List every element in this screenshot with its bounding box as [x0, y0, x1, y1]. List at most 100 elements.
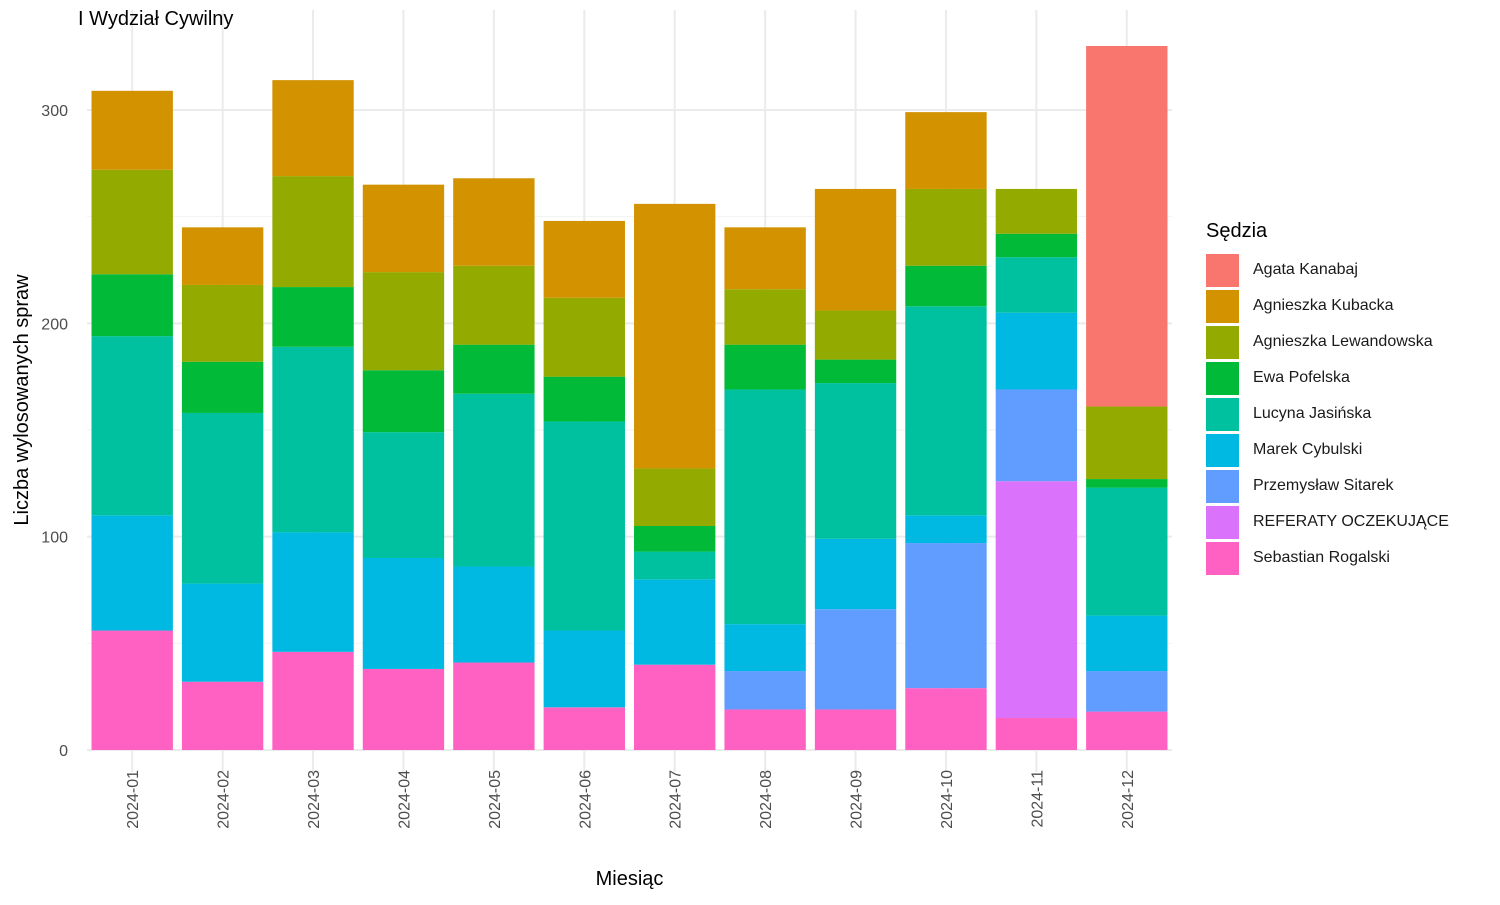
legend-label: Przemysław Sitarek [1253, 477, 1394, 494]
bar-segment [181, 361, 264, 413]
bar-segment [724, 624, 806, 672]
bar-segment [724, 389, 806, 625]
bar-segment [724, 344, 806, 390]
bar-segment [814, 709, 897, 750]
bar-segment [814, 310, 897, 360]
bar-segment [1086, 671, 1168, 712]
legend-item: Agata Kanabaj [1206, 252, 1449, 288]
bar-segment [905, 543, 987, 689]
bar-segment [1086, 615, 1168, 672]
bar-segment [543, 220, 625, 298]
legend-label: Agnieszka Kubacka [1253, 297, 1394, 314]
bar-segment [362, 370, 445, 433]
y-tick-label: 300 [41, 103, 68, 120]
bar-segment [272, 176, 354, 288]
bar-segment [814, 383, 897, 539]
bar-segment [1086, 46, 1168, 407]
bar-segment [1086, 406, 1168, 480]
legend: Sędzia Agata Kanabaj Agnieszka Kubacka Agn… [1206, 218, 1449, 576]
x-axis-title: Miesiąc [596, 868, 664, 890]
bar-segment [995, 389, 1078, 482]
legend-key [1206, 505, 1239, 539]
bar-segment [181, 412, 264, 584]
legend-key [1206, 433, 1239, 467]
bar-segment [362, 668, 445, 750]
bar-segment [905, 188, 987, 266]
legend-key [1206, 253, 1239, 287]
x-tick-label: 2024-05 [487, 770, 504, 829]
bar-segment [362, 184, 445, 273]
bar-segment [91, 515, 173, 631]
bar-segment [814, 538, 897, 610]
x-tick-label: 2024-04 [396, 770, 413, 829]
bar-segment [362, 558, 445, 669]
x-tick-label: 2024-08 [758, 770, 775, 829]
legend-items: Agata Kanabaj Agnieszka Kubacka Agnieszka … [1206, 252, 1449, 576]
bar-segment [272, 287, 354, 347]
legend-label: Agnieszka Lewandowska [1253, 333, 1433, 350]
bar-segment [1086, 711, 1168, 750]
x-tick-label: 2024-11 [1029, 770, 1046, 828]
legend-item: Agnieszka Kubacka [1206, 288, 1449, 324]
bar-segment [91, 630, 173, 750]
x-tick-label: 2024-02 [216, 770, 233, 829]
bar-segment [91, 169, 173, 275]
bar-segment [453, 344, 535, 394]
bar-segment [272, 80, 354, 177]
bar-segment [272, 651, 354, 750]
legend-item: REFERATY OCZEKUJĄCE [1206, 504, 1449, 540]
bar-segment [453, 393, 535, 567]
bar-segment [453, 566, 535, 663]
x-tick-label: 2024-09 [849, 770, 866, 829]
bar-segment [543, 376, 625, 422]
legend-label: Marek Cybulski [1253, 441, 1363, 458]
bar-segment [634, 664, 716, 750]
bar-segment [995, 188, 1078, 234]
bar-segment [905, 265, 987, 307]
bar-segment [995, 718, 1078, 750]
bar-segment [905, 688, 987, 750]
legend-key [1206, 325, 1239, 359]
bar-segment [543, 707, 625, 750]
legend-key [1206, 541, 1239, 575]
bar-segment [181, 583, 264, 682]
legend-label: REFERATY OCZEKUJĄCE [1253, 513, 1449, 530]
bar-segment [905, 112, 987, 189]
legend-item: Marek Cybulski [1206, 432, 1449, 468]
x-tick-label: 2024-06 [577, 770, 594, 829]
bar-segment [724, 227, 806, 290]
legend-key [1206, 289, 1239, 323]
bar-segment [543, 297, 625, 377]
x-tick-label: 2024-01 [125, 770, 142, 829]
bar-segment [272, 346, 354, 533]
bar-segment [91, 274, 173, 337]
y-tick-label: 200 [41, 316, 68, 333]
legend-item: Agnieszka Lewandowska [1206, 324, 1449, 360]
legend-label: Sebastian Rogalski [1253, 549, 1390, 566]
bar-segment [634, 579, 716, 665]
legend-item: Ewa Pofelska [1206, 360, 1449, 396]
legend-key [1206, 397, 1239, 431]
legend-label: Lucyna Jasińska [1253, 405, 1372, 422]
bar-segment [91, 336, 173, 516]
x-tick-label: 2024-07 [668, 770, 685, 829]
legend-key [1206, 361, 1239, 395]
bar-segment [995, 257, 1078, 313]
legend-item: Sebastian Rogalski [1206, 540, 1449, 576]
legend-label: Ewa Pofelska [1253, 369, 1350, 386]
bar-segment [543, 630, 625, 708]
bar-segment [181, 681, 264, 750]
legend-label: Agata Kanabaj [1253, 261, 1358, 278]
bar-segment [724, 671, 806, 710]
x-tick-label: 2024-10 [939, 770, 956, 829]
bar-segment [634, 203, 716, 469]
y-axis-title: Liczba wylosowanych spraw [11, 274, 33, 526]
bar-segment [453, 265, 535, 345]
bar-segment [453, 178, 535, 266]
bar-segment [272, 532, 354, 652]
bar-segment [814, 359, 897, 384]
x-tick-label: 2024-03 [306, 770, 323, 829]
legend-title: Sędzia [1206, 220, 1268, 242]
